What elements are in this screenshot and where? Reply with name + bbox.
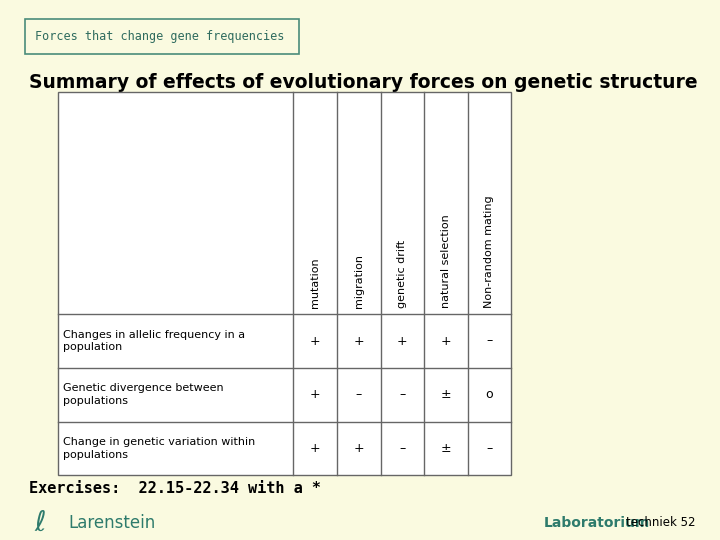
Text: mutation: mutation <box>310 257 320 308</box>
Text: techniek 52: techniek 52 <box>626 516 696 529</box>
Text: Summary of effects of evolutionary forces on genetic structure: Summary of effects of evolutionary force… <box>29 73 698 92</box>
FancyBboxPatch shape <box>25 19 299 54</box>
Text: +: + <box>354 334 364 348</box>
Text: genetic drift: genetic drift <box>397 240 408 308</box>
Text: ±: ± <box>441 442 451 455</box>
Text: –: – <box>486 334 492 348</box>
Text: ±: ± <box>441 388 451 401</box>
Text: Forces that change gene frequencies: Forces that change gene frequencies <box>35 30 284 43</box>
Text: –: – <box>399 388 405 401</box>
Text: Exercises:  22.15-22.34 with a *: Exercises: 22.15-22.34 with a * <box>29 481 321 496</box>
Text: Changes in allelic frequency in a
population: Changes in allelic frequency in a popula… <box>63 330 246 352</box>
Text: Laboratorium: Laboratorium <box>544 516 650 530</box>
Text: +: + <box>310 442 320 455</box>
Text: –: – <box>399 442 405 455</box>
Text: o: o <box>485 388 493 401</box>
Text: +: + <box>441 334 451 348</box>
Text: +: + <box>397 334 408 348</box>
Text: Non-random mating: Non-random mating <box>485 195 495 308</box>
Text: –: – <box>356 388 362 401</box>
Text: ℓ: ℓ <box>35 509 46 537</box>
Text: Larenstein: Larenstein <box>68 514 156 532</box>
Bar <box>58 92 511 475</box>
Bar <box>58 92 511 475</box>
Text: +: + <box>310 334 320 348</box>
Text: Change in genetic variation within
populations: Change in genetic variation within popul… <box>63 437 256 460</box>
Text: +: + <box>310 388 320 401</box>
Text: +: + <box>354 442 364 455</box>
Text: migration: migration <box>354 254 364 308</box>
Text: natural selection: natural selection <box>441 214 451 308</box>
Text: –: – <box>486 442 492 455</box>
Text: Genetic divergence between
populations: Genetic divergence between populations <box>63 383 224 406</box>
